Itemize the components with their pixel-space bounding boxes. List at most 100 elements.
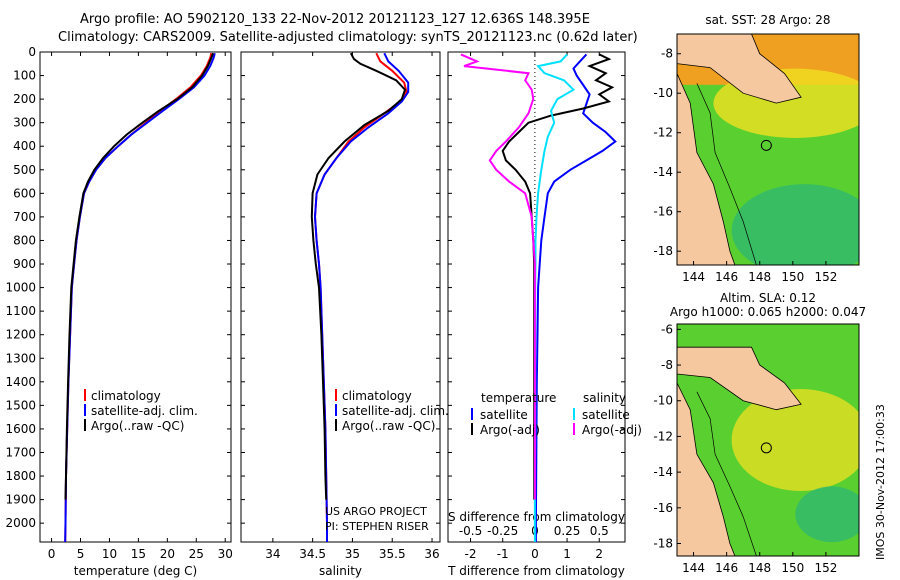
panel-temperature: 0100200300400500600700800900100011001200… — [5, 45, 232, 578]
s-tick-label: 0.25 — [554, 524, 581, 538]
map-y-tick-label: -16 — [653, 205, 673, 219]
x-axis-label: T difference from climatology — [447, 564, 625, 578]
map-y-tick-label: -8 — [661, 47, 673, 61]
y-tick-label: 200 — [13, 92, 36, 106]
legend-label: climatology — [91, 389, 161, 403]
x-axis-label: salinity — [319, 564, 362, 578]
map-y-tick-label: -14 — [653, 165, 673, 179]
x-axis-label: temperature (deg C) — [74, 564, 197, 578]
y-tick-label: 1300 — [5, 351, 36, 365]
x-tick-label: 30 — [218, 547, 233, 561]
legend-label: Argo(-adj) — [480, 423, 540, 437]
legend-title-salinity: salinity — [583, 391, 626, 405]
series-line-climatology — [313, 52, 408, 542]
map-x-tick-label: 150 — [781, 561, 804, 575]
legend-label: satellite — [480, 408, 528, 422]
x-tick-label: -1 — [497, 547, 509, 561]
map-x-tick-label: 152 — [814, 270, 837, 284]
map-y-tick-label: -8 — [661, 358, 673, 372]
x-tick-label: 35 — [345, 547, 360, 561]
y-tick-label: 1600 — [5, 422, 36, 436]
y-tick-label: 1700 — [5, 445, 36, 459]
map-y-tick-label: -18 — [653, 244, 673, 258]
x-tick-label: 34.5 — [299, 547, 326, 561]
x-tick-label: 20 — [160, 547, 175, 561]
x-tick-label: 5 — [77, 547, 85, 561]
y-tick-label: 300 — [13, 116, 36, 130]
legend-label: satellite-adj. clim. — [91, 404, 198, 418]
land-australia — [677, 382, 736, 556]
figure-title-line1: Argo profile: AO 5902120_133 22-Nov-2012… — [80, 12, 590, 27]
legend-label: satellite-adj. clim. — [342, 404, 449, 418]
panel-frame — [240, 51, 441, 543]
map-x-tick-label: 152 — [814, 561, 837, 575]
map-x-tick-label: 144 — [682, 270, 705, 284]
map-y-tick-label: -16 — [653, 501, 673, 515]
panel-salinity: 34 34.5 35 35.5 36 salinity climatologysatelli… — [240, 51, 449, 578]
y-tick-label: 500 — [13, 163, 36, 177]
map-y-tick-label: -14 — [653, 465, 673, 479]
x-tick-label: 36 — [424, 547, 439, 561]
map-x-tick-label: 146 — [715, 270, 738, 284]
y-tick-label: 1000 — [5, 281, 36, 295]
y-tick-label: 2000 — [5, 516, 36, 530]
map-x-tick-label: 150 — [781, 270, 804, 284]
timestamp-label: IMOS 30-Nov-2012 17:00:33 — [874, 404, 887, 560]
s-tick-label: 0.5 — [590, 524, 609, 538]
y-tick-label: 1500 — [5, 398, 36, 412]
high-sla-patch — [731, 388, 859, 492]
x-tick-label: 1 — [563, 547, 571, 561]
y-tick-label: 1100 — [5, 304, 36, 318]
y-tick-label: 600 — [13, 186, 36, 200]
map-y-tick-label: -10 — [653, 86, 673, 100]
s-tick-label: -0.25 — [487, 524, 518, 538]
y-tick-label: 1900 — [5, 493, 36, 507]
x-tick-label: 10 — [102, 547, 117, 561]
x-tick-label: 0 — [48, 547, 56, 561]
legend-label: climatology — [342, 389, 412, 403]
x-tick-label: 15 — [131, 547, 146, 561]
panel-sst-map: 144 146 148 150 152 -8 -10 -12 -14 -16 -18 — [653, 33, 860, 284]
map-y-tick-label: -12 — [653, 126, 673, 140]
cool-patch — [731, 184, 859, 265]
map-x-tick-label: 148 — [748, 561, 771, 575]
legend-label: Argo(..raw -QC) — [342, 419, 435, 433]
map-x-tick-label: 144 — [682, 561, 705, 575]
legend-label: Argo(-adj) — [582, 423, 642, 437]
series-line-argo-raw-qc- — [64, 52, 215, 500]
shelf-contour — [696, 391, 757, 556]
y-tick-label: 1200 — [5, 328, 36, 342]
x-tick-label: 34 — [265, 547, 280, 561]
map-y-tick-label: -18 — [653, 537, 673, 551]
s-tick-label: -0.5 — [459, 524, 482, 538]
series-line-s-argo-adj- — [460, 53, 536, 500]
y-tick-label: 100 — [13, 69, 36, 83]
argo-position-marker — [760, 442, 772, 454]
land-australia — [677, 73, 736, 265]
figure-title-line2: Climatology: CARS2009. Satellite-adjuste… — [58, 30, 638, 45]
x-tick-label: -2 — [465, 547, 477, 561]
map-x-tick-label: 148 — [748, 270, 771, 284]
credit-project: US ARGO PROJECT — [325, 505, 427, 518]
y-tick-label: 1400 — [5, 375, 36, 389]
series-line-t-satellite — [534, 53, 617, 542]
y-tick-label: 700 — [13, 210, 36, 224]
sst-map-title: sat. SST: 28 Argo: 28 — [705, 13, 830, 27]
y-tick-label: 800 — [13, 233, 36, 247]
low-sla-patch — [795, 486, 859, 543]
legend-label: Argo(..raw -QC) — [91, 419, 184, 433]
panel-differences: -2 -1 0 1 2-0.5 -0.25 0 0.25 0.5S difference fro… — [447, 51, 642, 578]
panel-frame — [39, 51, 232, 543]
series-line-argo-raw-qc- — [310, 52, 407, 500]
argo-position-marker — [760, 139, 772, 151]
y-tick-label: 1800 — [5, 469, 36, 483]
legend-label: satellite — [582, 408, 630, 422]
shelf-contour — [696, 83, 757, 265]
y-tick-label: 0 — [28, 45, 36, 59]
x-tick-label: 35.5 — [379, 547, 406, 561]
panel-sla-map: 144 146 148 150 152 -6 -8 -10 -12 -14 -16 -18 — [653, 322, 860, 575]
map-frame — [676, 33, 860, 266]
map-y-tick-label: -6 — [661, 322, 673, 336]
map-frame — [676, 323, 860, 557]
legend-title-temperature: temperature — [481, 391, 556, 405]
